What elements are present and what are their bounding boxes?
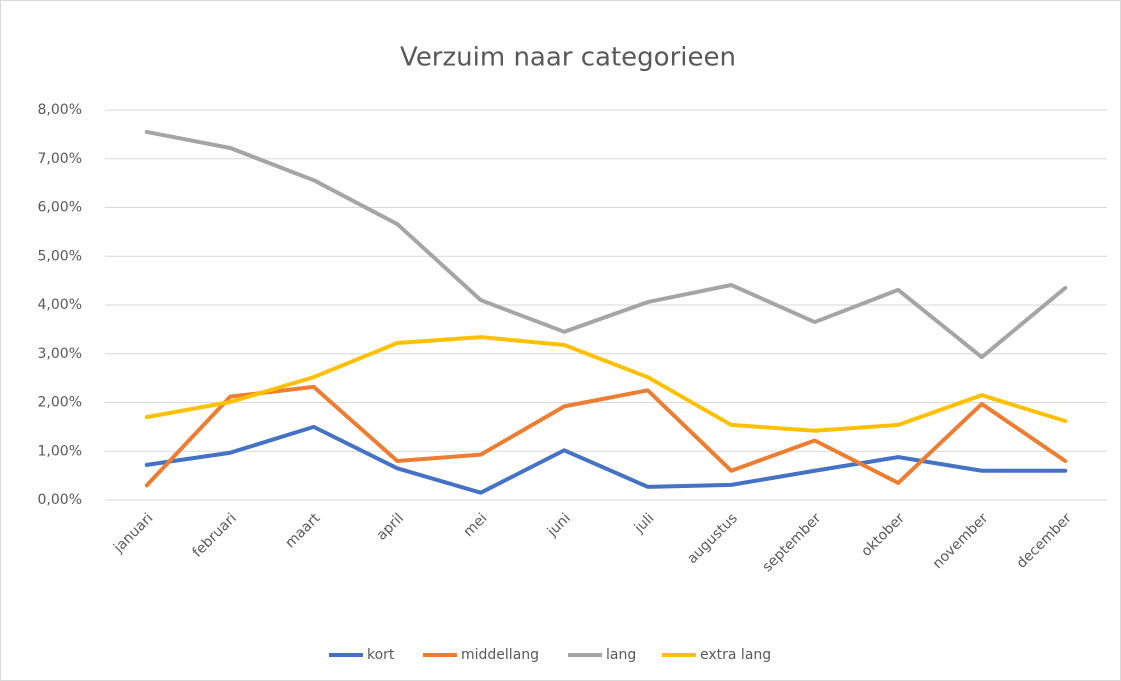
- y-tick-label: 0,00%: [38, 492, 82, 508]
- series-line: [144, 424, 1068, 495]
- y-tick-label: 1,00%: [38, 443, 82, 459]
- series-line: [144, 384, 1068, 488]
- y-tick-label: 7,00%: [38, 151, 82, 167]
- y-tick-label: 3,00%: [38, 346, 82, 362]
- series-line: [144, 129, 1068, 360]
- y-tick-label: 6,00%: [38, 200, 82, 216]
- legend-label: extra lang: [700, 647, 771, 663]
- y-tick-label: 5,00%: [38, 248, 82, 264]
- legend-label: lang: [606, 647, 636, 663]
- y-tick-label: 4,00%: [38, 297, 82, 313]
- y-tick-label: 8,00%: [38, 102, 82, 118]
- legend-label: middellang: [461, 647, 539, 663]
- y-tick-label: 2,00%: [38, 395, 82, 411]
- chart-title: Verzuim naar categorieen: [400, 43, 736, 73]
- legend-label: kort: [367, 647, 395, 663]
- series-line: [144, 335, 1068, 433]
